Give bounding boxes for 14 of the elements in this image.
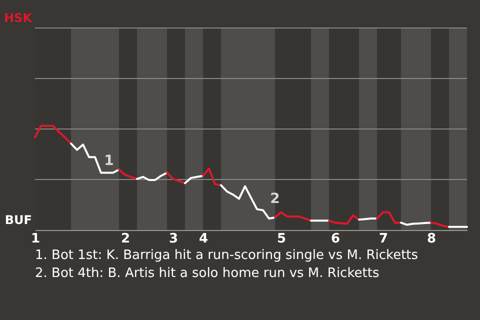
- x-tick-label: 7: [378, 232, 388, 246]
- x-tick-label: 8: [426, 232, 436, 246]
- text: BUF: [4, 213, 32, 227]
- x-tick-label: 4: [198, 232, 208, 246]
- annotation: 2: [270, 191, 280, 207]
- text: 2. Bot 4th: B. Artis hit a solo home run vs M. Ricketts: [35, 266, 380, 281]
- x-tick-label: 2: [120, 232, 130, 246]
- x-tick-label: 6: [330, 232, 340, 246]
- x-tick-label: 1: [30, 232, 40, 246]
- x-tick-label: 3: [168, 232, 178, 246]
- x-tick-label: 5: [276, 232, 286, 246]
- annotation: 1: [104, 153, 114, 169]
- text: HSK: [4, 11, 33, 25]
- text: 1. Bot 1st: K. Barriga hit a run-scoring single vs M. Ricketts: [35, 248, 418, 263]
